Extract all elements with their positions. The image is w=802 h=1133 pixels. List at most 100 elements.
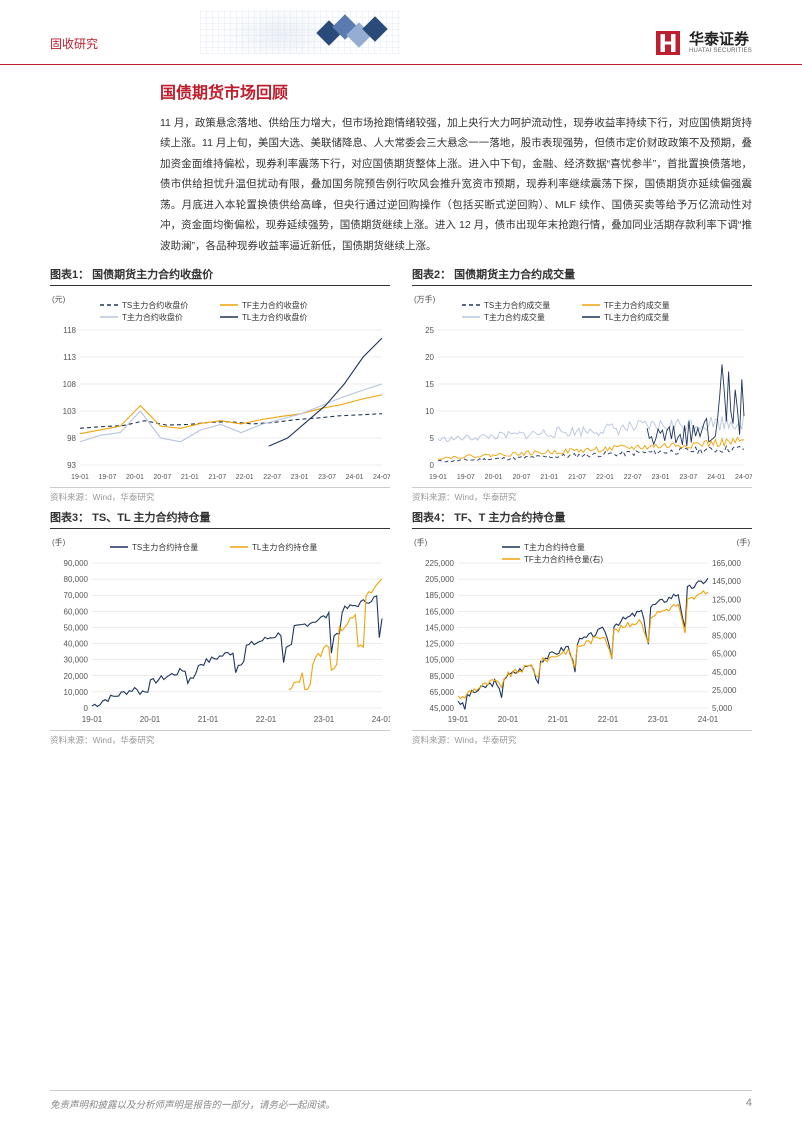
svg-text:(元): (元) <box>52 295 66 304</box>
svg-text:23-01: 23-01 <box>314 715 335 724</box>
svg-text:24-01: 24-01 <box>698 715 719 724</box>
svg-text:T主力合约成交量: T主力合约成交量 <box>484 312 545 322</box>
svg-text:105,000: 105,000 <box>425 656 454 665</box>
svg-text:70,000: 70,000 <box>64 592 89 601</box>
svg-text:19-01: 19-01 <box>448 715 469 724</box>
svg-text:TF主力合约收盘价: TF主力合约收盘价 <box>242 300 308 310</box>
svg-text:19-01: 19-01 <box>71 474 89 481</box>
svg-text:113: 113 <box>63 353 76 362</box>
svg-text:24-07: 24-07 <box>373 474 390 481</box>
svg-text:24-01: 24-01 <box>707 474 725 481</box>
svg-text:80,000: 80,000 <box>64 575 89 584</box>
svg-text:23-01: 23-01 <box>652 474 670 481</box>
chart-2-cell: 图表2： 国债期货主力合约成交量 (万手)TS主力合约成交量TF主力合约成交量T… <box>412 266 752 503</box>
svg-text:23-01: 23-01 <box>291 474 309 481</box>
svg-text:TL主力合约收盘价: TL主力合约收盘价 <box>242 312 307 322</box>
svg-text:TL主力合约成交量: TL主力合约成交量 <box>604 312 669 322</box>
chart-1-source: 资料来源：Wind，华泰研究 <box>50 487 390 503</box>
svg-text:21-01: 21-01 <box>540 474 558 481</box>
svg-text:145,000: 145,000 <box>712 577 741 586</box>
svg-text:30,000: 30,000 <box>64 656 89 665</box>
chart-4-source: 资料来源：Wind，华泰研究 <box>412 730 752 746</box>
svg-text:45,000: 45,000 <box>712 668 737 677</box>
svg-text:(万手): (万手) <box>414 294 436 304</box>
svg-text:TF主力合约成交量: TF主力合约成交量 <box>604 300 670 310</box>
svg-text:0: 0 <box>84 704 89 713</box>
svg-text:225,000: 225,000 <box>425 559 454 568</box>
svg-text:20-07: 20-07 <box>513 474 531 481</box>
svg-text:25,000: 25,000 <box>712 686 737 695</box>
chart-1-title: 图表1： 国债期货主力合约收盘价 <box>50 266 390 286</box>
svg-text:45,000: 45,000 <box>430 704 455 713</box>
body-paragraph: 11 月，政策悬念落地、供给压力增大，但市场抢跑情绪较强，加上央行大力呵护流动性… <box>160 113 752 256</box>
svg-text:205,000: 205,000 <box>425 575 454 584</box>
svg-text:(手): (手) <box>414 537 428 547</box>
svg-text:24-07: 24-07 <box>735 474 752 481</box>
page-footer: 免责声明和披露以及分析师声明是报告的一部分，请务必一起阅读。 4 <box>50 1090 752 1111</box>
chart-4-cell: 图表4： TF、T 主力合约持仓量 (手) (手) T主力合约持仓量 TF主力合约持仓… <box>412 509 752 746</box>
svg-text:T主力合约收盘价: T主力合约收盘价 <box>122 312 183 322</box>
svg-text:98: 98 <box>67 434 76 443</box>
svg-text:22-01: 22-01 <box>596 474 614 481</box>
svg-text:25: 25 <box>425 326 434 335</box>
svg-text:0: 0 <box>430 461 435 470</box>
svg-text:20-01: 20-01 <box>140 715 161 724</box>
svg-text:65,000: 65,000 <box>712 650 737 659</box>
svg-text:TL主力合约持仓量: TL主力合约持仓量 <box>252 542 317 552</box>
svg-text:5,000: 5,000 <box>712 704 733 713</box>
svg-text:21-07: 21-07 <box>568 474 586 481</box>
svg-text:24-01: 24-01 <box>372 715 390 724</box>
svg-text:60,000: 60,000 <box>64 608 89 617</box>
svg-text:20: 20 <box>425 353 434 362</box>
svg-text:85,000: 85,000 <box>430 672 455 681</box>
svg-text:19-01: 19-01 <box>429 474 447 481</box>
svg-text:10: 10 <box>425 407 434 416</box>
svg-text:19-07: 19-07 <box>457 474 475 481</box>
svg-text:10,000: 10,000 <box>64 688 89 697</box>
svg-text:108: 108 <box>63 380 77 389</box>
svg-text:19-07: 19-07 <box>99 474 117 481</box>
svg-text:40,000: 40,000 <box>64 640 89 649</box>
svg-text:20-07: 20-07 <box>153 474 171 481</box>
svg-text:(手): (手) <box>737 537 751 547</box>
svg-text:24-01: 24-01 <box>346 474 364 481</box>
svg-text:22-01: 22-01 <box>598 715 619 724</box>
svg-text:165,000: 165,000 <box>712 559 741 568</box>
charts-container: 图表1： 国债期货主力合约收盘价 (元) TS主力合约收盘价 TF主力合约收盘价 T主… <box>0 256 802 746</box>
svg-text:5: 5 <box>430 434 435 443</box>
footer-disclaimer: 免责声明和披露以及分析师声明是报告的一部分，请务必一起阅读。 <box>50 1097 335 1111</box>
svg-text:20-01: 20-01 <box>498 715 519 724</box>
chart-1-canvas: (元)TS主力合约收盘价TF主力合约收盘价T主力合约收盘价TL主力合约收盘价93… <box>50 290 390 485</box>
chart-4-title: 图表4： TF、T 主力合约持仓量 <box>412 509 752 529</box>
svg-text:23-07: 23-07 <box>318 474 336 481</box>
svg-text:65,000: 65,000 <box>430 688 455 697</box>
svg-text:145,000: 145,000 <box>425 624 454 633</box>
svg-text:T主力合约持仓量: T主力合约持仓量 <box>524 542 585 552</box>
svg-text:125,000: 125,000 <box>425 640 454 649</box>
svg-text:TS主力合约持仓量: TS主力合约持仓量 <box>132 542 198 552</box>
svg-text:23-01: 23-01 <box>648 715 669 724</box>
company-logo: 华泰证券 HUATAI SECURITIES <box>653 28 752 58</box>
svg-text:TS主力合约收盘价: TS主力合约收盘价 <box>122 300 188 310</box>
content-main: 国债期货市场回顾 11 月，政策悬念落地、供给压力增大，但市场抢跑情绪较强，加上… <box>0 65 802 256</box>
chart-2-source: 资料来源：Wind，华泰研究 <box>412 487 752 503</box>
svg-text:50,000: 50,000 <box>64 624 89 633</box>
svg-text:85,000: 85,000 <box>712 632 737 641</box>
svg-text:20-01: 20-01 <box>126 474 144 481</box>
section-title: 国债期货市场回顾 <box>160 79 752 103</box>
svg-text:(手): (手) <box>52 537 66 547</box>
svg-text:15: 15 <box>425 380 434 389</box>
svg-text:TF主力合约持仓量(右): TF主力合约持仓量(右) <box>524 554 603 564</box>
chart-1-cell: 图表1： 国债期货主力合约收盘价 (元) TS主力合约收盘价 TF主力合约收盘价 T主… <box>50 266 390 503</box>
svg-text:185,000: 185,000 <box>425 592 454 601</box>
logo-text-cn: 华泰证券 <box>689 32 752 48</box>
svg-text:22-07: 22-07 <box>263 474 281 481</box>
svg-text:125,000: 125,000 <box>712 596 741 605</box>
svg-text:21-01: 21-01 <box>198 715 219 724</box>
chart-3-cell: 图表3： TS、TL 主力合约持仓量 (手)TS主力合约持仓量TL主力合约持仓量… <box>50 509 390 746</box>
footer-page-number: 4 <box>746 1097 752 1111</box>
svg-text:20,000: 20,000 <box>64 672 89 681</box>
chart-2-title: 图表2： 国债期货主力合约成交量 <box>412 266 752 286</box>
chart-3-source: 资料来源：Wind，华泰研究 <box>50 730 390 746</box>
chart-4-canvas: (手) (手) T主力合约持仓量 TF主力合约持仓量(右) 45,000 65,000 85… <box>412 533 752 728</box>
